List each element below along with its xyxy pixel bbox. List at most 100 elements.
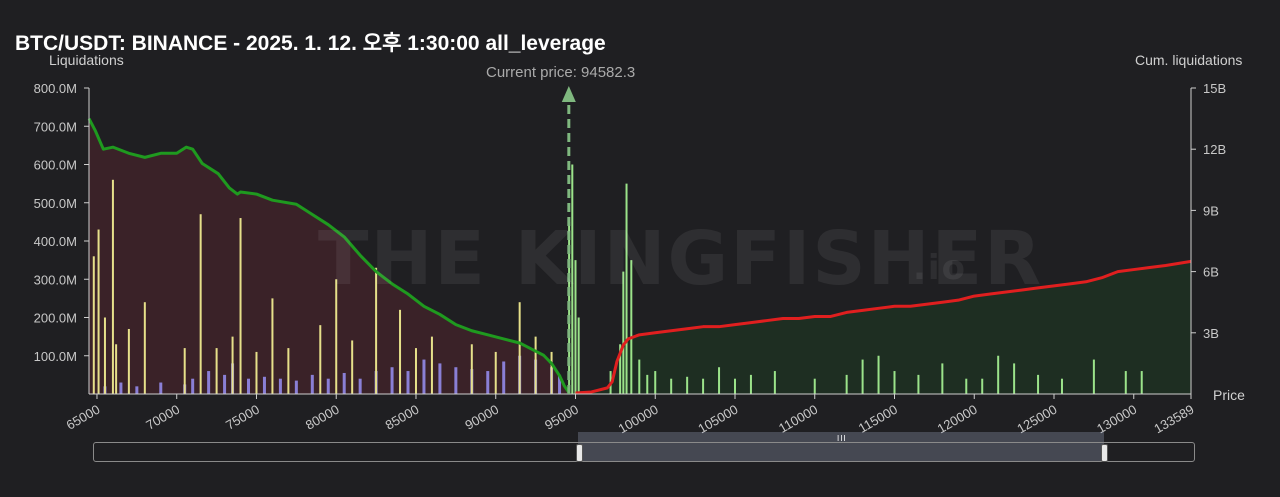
x-tick-label: 115000 <box>856 402 900 436</box>
short-above-bar <box>813 378 816 394</box>
short-liq-bar <box>287 348 290 394</box>
x-tick-label: 95000 <box>542 402 581 433</box>
short-above-bar <box>1060 378 1063 394</box>
x-tick-label: 65000 <box>64 402 103 433</box>
short-above-bar <box>638 359 641 394</box>
short-liq-bar <box>399 309 402 394</box>
short-above-bar <box>577 317 580 394</box>
long-liq-bar <box>486 371 490 394</box>
y-tick-label: 800.0M <box>34 81 77 96</box>
short-above-bar <box>845 374 848 394</box>
short-above-bar <box>702 378 705 394</box>
short-liq-bar <box>351 340 354 394</box>
long-liq-bar <box>390 367 394 394</box>
short-liq-bar <box>494 351 497 394</box>
long-liq-bar <box>310 374 314 394</box>
short-above-bar <box>654 371 657 394</box>
long-liq-bar <box>191 378 195 394</box>
cum-below-fill <box>89 118 569 394</box>
short-liq-bar <box>335 279 338 394</box>
range-selection[interactable] <box>578 432 1104 462</box>
long-liq-bar <box>406 371 410 394</box>
short-liq-bar <box>111 179 114 394</box>
short-liq-bar <box>271 298 274 394</box>
short-liq-bar <box>143 302 146 394</box>
long-liq-bar <box>135 386 139 394</box>
short-above-bar <box>646 374 649 394</box>
short-above-bar <box>981 378 984 394</box>
watermark: THE KINGFISHER <box>318 216 1044 302</box>
long-liq-bar <box>119 382 123 394</box>
range-grip[interactable]: III <box>837 434 847 443</box>
x-tick-label: 85000 <box>383 402 422 433</box>
short-above-bar <box>941 363 944 394</box>
y2-tick-label: 3B <box>1203 326 1219 341</box>
short-above-bar <box>749 374 752 394</box>
long-liq-bar <box>262 376 266 394</box>
short-liq-bar <box>92 256 95 394</box>
long-liq-bar <box>278 378 282 394</box>
y-tick-label: 100.0M <box>34 349 77 364</box>
x-tick-label: 90000 <box>462 402 501 433</box>
watermark-suffix: .io <box>913 248 967 288</box>
range-handle-left[interactable] <box>576 444 583 462</box>
short-above-bar <box>1013 363 1016 394</box>
chart-title: BTC/USDT: BINANCE - 2025. 1. 12. 오후 1:30… <box>15 32 606 55</box>
short-liq-bar <box>103 317 106 394</box>
cum-above-fill <box>575 261 1191 394</box>
short-liq-bar <box>518 302 521 394</box>
y2-tick-label: 6B <box>1203 265 1219 280</box>
short-liq-bar <box>319 325 322 394</box>
long-liq-bar <box>326 378 330 394</box>
short-above-bar <box>997 355 1000 394</box>
y-tick-label: 300.0M <box>34 272 77 287</box>
short-above-bar <box>773 371 776 394</box>
short-above-bar <box>571 164 574 394</box>
short-liq-bar <box>115 344 118 394</box>
cum-below-line <box>87 117 571 394</box>
y-tick-label: 700.0M <box>34 119 77 134</box>
short-liq-bar <box>534 336 537 394</box>
short-liq-bar <box>231 336 234 394</box>
long-liq-bar <box>294 380 298 394</box>
y-tick-label: 200.0M <box>34 311 77 326</box>
short-liq-bar <box>414 348 417 394</box>
short-liq-bar <box>199 214 202 394</box>
x-tick-label: 70000 <box>143 402 182 433</box>
long-liq-bar <box>159 382 163 394</box>
x-axis-title: Price <box>1213 387 1245 403</box>
long-liq-bar <box>342 372 346 394</box>
long-liq-bar <box>438 363 442 394</box>
cumulative-lines <box>87 117 1192 395</box>
short-above-bar <box>1092 359 1095 394</box>
x-tick-label: 80000 <box>303 402 342 433</box>
short-above-bar <box>893 371 896 394</box>
y-axis-title: Liquidations <box>49 52 124 68</box>
y2-axis-title: Cum. liquidations <box>1135 52 1243 68</box>
short-liq-bar <box>239 218 242 394</box>
short-above-bar <box>574 260 577 394</box>
current-price-arrow <box>561 86 576 102</box>
short-liq-bar <box>97 229 100 394</box>
short-above-bar <box>630 260 633 394</box>
range-handle-right[interactable] <box>1101 444 1108 462</box>
x-tick-label: 110000 <box>776 402 820 436</box>
short-above-bar <box>1140 371 1143 394</box>
long-liq-bar <box>247 378 251 394</box>
short-above-bar <box>670 378 673 394</box>
long-liq-bar <box>358 378 362 394</box>
range-scrollbar[interactable] <box>93 442 1195 462</box>
long-liq-bar <box>502 361 506 394</box>
current-price-label: Current price: 94582.3 <box>486 64 636 81</box>
short-liq-bar <box>375 267 378 394</box>
cum-above-line <box>575 259 1192 395</box>
x-tick-label: 133589 <box>1151 402 1196 437</box>
short-above-bar <box>1037 374 1040 394</box>
short-above-bar <box>733 378 736 394</box>
short-above-bar <box>718 367 721 394</box>
short-above-bar <box>917 374 920 394</box>
short-above-bar <box>686 376 689 394</box>
long-liq-bar <box>454 367 458 394</box>
short-liq-bar <box>127 328 130 394</box>
